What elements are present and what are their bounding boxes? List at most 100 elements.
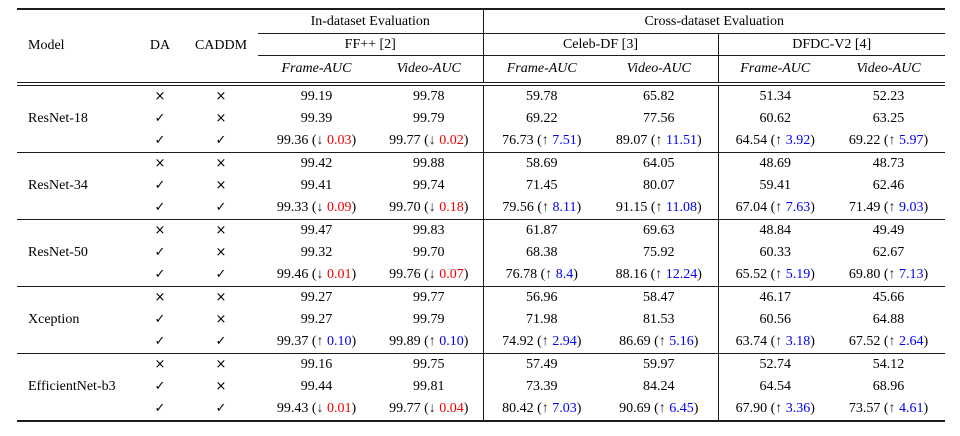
down-arrow-icon: ↓ — [316, 401, 324, 416]
delta-value: 0.02 — [435, 133, 464, 148]
down-arrow-icon: ↓ — [316, 133, 324, 148]
close-paren: ) — [576, 334, 582, 349]
close-paren: ) — [810, 200, 815, 215]
column-header-da: DA — [136, 9, 184, 86]
delta-value: 3.36 — [782, 401, 811, 416]
delta-value: 8.11 — [549, 200, 577, 215]
auc-value: 99.37 ( — [276, 334, 317, 349]
results-table: Model DA CADDM In-dataset Evaluation Cro… — [17, 8, 946, 422]
table-row: ✓ × 99.39 99.79 69.22 77.56 60.62 63.25 — [17, 108, 945, 130]
cell-value: 58.69 — [482, 152, 600, 175]
delta-value: 3.18 — [782, 334, 811, 349]
cell-value: 99.37 (↑ 0.10) — [258, 331, 375, 354]
caddm-mark: × — [215, 312, 227, 327]
auc-value: 99.70 ( — [389, 200, 429, 215]
up-arrow-icon: ↑ — [541, 401, 549, 416]
metric-header-video-auc: Video-AUC — [832, 55, 946, 86]
delta-value: 2.94 — [548, 334, 577, 349]
close-paren: ) — [351, 401, 357, 416]
up-arrow-icon: ↑ — [888, 401, 896, 416]
cell-value: 64.54 — [717, 376, 832, 398]
cell-value: 99.47 — [300, 223, 333, 238]
cell-value: 99.32 — [300, 245, 333, 260]
cell-value: 73.39 — [482, 376, 600, 398]
cell-value: 71.49 (↑ 9.03) — [832, 197, 945, 220]
cell-value: 99.41 — [300, 178, 333, 193]
cell-value: 46.17 — [717, 286, 832, 309]
da-mark: ✓ — [154, 401, 166, 416]
metric-header-video-auc: Video-AUC — [375, 55, 483, 86]
cell-value: 99.27 — [300, 312, 333, 327]
table-row: ✓ × 99.27 99.79 71.98 81.53 60.56 64.88 — [17, 309, 945, 331]
cell-value: 99.70 (↓ 0.18) — [375, 197, 483, 220]
close-paren: ) — [351, 133, 357, 148]
table-row: Xception × × 99.27 99.77 56.96 58.47 46.17 45.66 — [17, 286, 945, 327]
span-header-in-dataset: In-dataset Evaluation — [258, 9, 483, 34]
delta-value: 11.08 — [662, 200, 697, 215]
dataset-header-celebdf: Celeb-DF [3] — [482, 33, 718, 56]
cell-value: 69.22 (↑ 5.97) — [832, 130, 945, 153]
cell-value: 51.34 — [717, 84, 832, 108]
cell-value: 99.74 — [413, 178, 445, 193]
cell-value: 62.46 — [872, 178, 905, 193]
close-paren: ) — [463, 401, 469, 416]
table-row: ✓ ✓ 99.36 (↓ 0.03) 99.77 (↓ 0.02) 76.73 (↑ 7… — [17, 130, 945, 153]
close-paren: ) — [351, 334, 357, 349]
da-mark: ✓ — [154, 111, 166, 126]
auc-value: 74.92 ( — [502, 334, 542, 349]
cell-value: 69.63 — [643, 223, 675, 238]
metric-header-video-auc: Video-AUC — [600, 55, 718, 86]
delta-value: 0.10 — [323, 334, 352, 349]
cell-value: 59.78 — [482, 84, 600, 108]
cell-value: 80.42 (↑ 7.03) — [482, 398, 600, 421]
up-arrow-icon: ↑ — [541, 334, 549, 349]
delta-value: 0.09 — [323, 200, 352, 215]
cell-value: 60.56 — [717, 309, 832, 331]
auc-value: 89.07 ( — [615, 133, 656, 148]
cell-value: 69.80 (↑ 7.13) — [832, 264, 945, 287]
close-paren: ) — [463, 334, 469, 349]
auc-value: 88.16 ( — [615, 267, 656, 282]
cell-value: 99.77 (↓ 0.02) — [375, 130, 483, 153]
column-header-model: Model — [17, 9, 136, 86]
span-header-cross-dataset: Cross-dataset Evaluation — [482, 9, 946, 34]
up-arrow-icon: ↑ — [541, 133, 549, 148]
caddm-mark: ✓ — [215, 267, 227, 282]
auc-value: 99.76 ( — [389, 267, 429, 282]
delta-value: 3.92 — [782, 133, 811, 148]
close-paren: ) — [923, 267, 929, 282]
cell-value: 99.70 — [413, 245, 445, 260]
header-row-eval-type: Model DA CADDM In-dataset Evaluation Cro… — [17, 9, 946, 86]
delta-value: 5.97 — [895, 133, 924, 148]
cell-value: 75.92 — [643, 245, 675, 260]
da-mark: ✓ — [154, 312, 166, 327]
auc-value: 69.80 ( — [848, 267, 889, 282]
model-group: EfficientNet-b3 × × 99.16 99.75 57.49 59.97 52.… — [17, 353, 946, 421]
table-row: EfficientNet-b3 × × 99.16 99.75 57.49 59.97 52.… — [17, 353, 945, 394]
table-row: ✓ ✓ 99.43 (↓ 0.01) 99.77 (↓ 0.04) 80.42 (↑ 7… — [17, 398, 945, 421]
cell-value: 48.84 — [717, 219, 832, 242]
up-arrow-icon: ↑ — [775, 401, 783, 416]
da-mark: ✓ — [154, 245, 166, 260]
cell-value: 74.92 (↑ 2.94) — [482, 331, 600, 354]
table-row: ✓ ✓ 99.37 (↑ 0.10) 99.89 (↑ 0.10) 74.92 (↑ 2… — [17, 331, 945, 354]
cell-value: 99.19 — [300, 89, 333, 104]
cell-value: 99.36 (↓ 0.03) — [258, 130, 375, 153]
cell-value: 58.47 — [643, 290, 675, 305]
auc-value: 71.49 ( — [848, 200, 889, 215]
delta-value: 0.04 — [435, 401, 464, 416]
auc-value: 99.43 ( — [276, 401, 317, 416]
cell-value: 99.42 — [300, 156, 333, 171]
delta-value: 0.01 — [323, 401, 352, 416]
up-arrow-icon: ↑ — [775, 267, 783, 282]
up-arrow-icon: ↑ — [542, 200, 549, 215]
cell-value: 99.88 — [413, 156, 445, 171]
cell-value: 69.22 — [482, 108, 600, 130]
cell-value: 60.62 — [717, 108, 832, 130]
cell-value: 81.53 — [643, 312, 675, 327]
cell-value: 99.75 — [413, 357, 445, 372]
up-arrow-icon: ↑ — [775, 133, 783, 148]
down-arrow-icon: ↓ — [428, 401, 436, 416]
up-arrow-icon: ↑ — [655, 133, 663, 148]
cell-value: 99.33 (↓ 0.09) — [258, 197, 375, 220]
